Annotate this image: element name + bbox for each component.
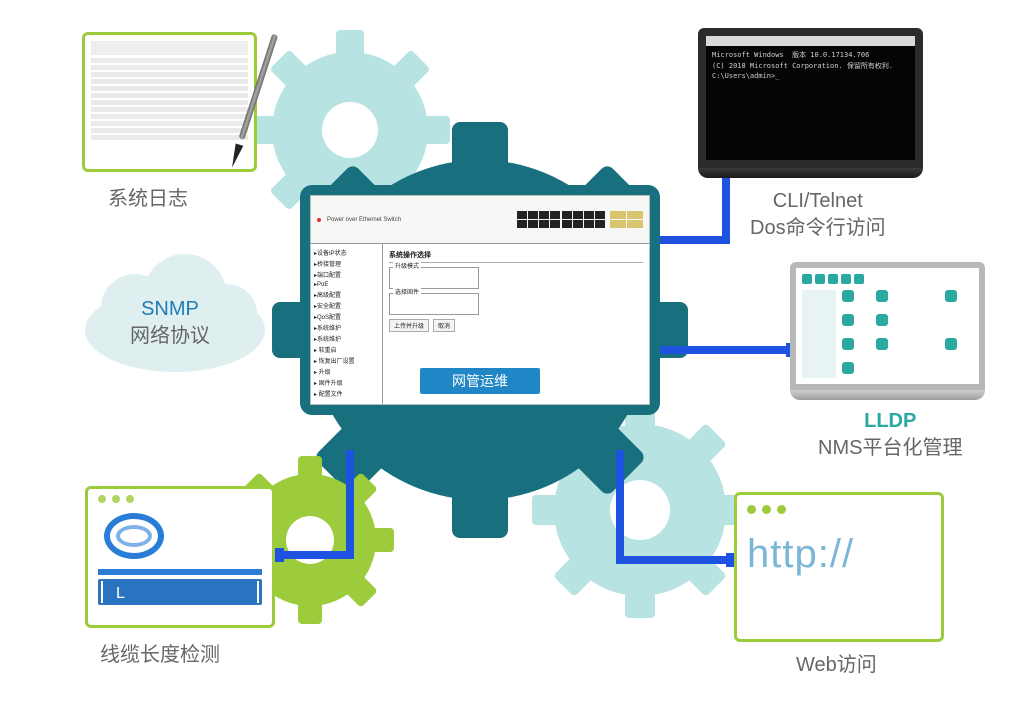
diagram-canvas: 系统日志 SNMP 网络协议 Power over Ethernet Switc… (0, 0, 1018, 718)
cli-laptop: Microsoft Windows 版本 10.0.17134.706 (C) … (698, 28, 923, 178)
snmp-label: SNMP 网络协议 (130, 296, 210, 350)
cable-label: 线缆长度检测 (100, 642, 220, 669)
http-card: http:// (734, 492, 944, 642)
switch-panel: Power over Ethernet Switch (311, 196, 649, 244)
syslog-label: 系统日志 (108, 186, 188, 213)
cable-card: L (85, 486, 275, 628)
lldp-label: LLDPNMS平台化管理 (818, 408, 962, 462)
cli-terminal: Microsoft Windows 版本 10.0.17134.706 (C) … (712, 50, 909, 82)
cli-label: CLI/TelnetDos命令行访问 (750, 188, 886, 242)
upgrade-button: 上传并升级 (389, 319, 429, 332)
nms-laptop (790, 262, 985, 400)
cancel-button: 取消 (433, 319, 455, 332)
center-monitor: Power over Ethernet Switch ▸设备IP状态▸桥接管理▸… (300, 185, 660, 435)
syslog-card (82, 32, 257, 172)
cable-ruler-icon: L (98, 579, 262, 605)
http-label: Web访问 (796, 652, 877, 679)
cable-coil-icon (104, 513, 164, 559)
http-text: http:// (747, 532, 931, 577)
monitor-caption: 网管运维 (420, 368, 540, 394)
admin-nav: ▸设备IP状态▸桥接管理▸端口配置▸PoE▸高级配置▸安全配置▸QoS配置▸系统… (311, 244, 383, 404)
admin-title: 系统操作选择 (389, 250, 643, 263)
